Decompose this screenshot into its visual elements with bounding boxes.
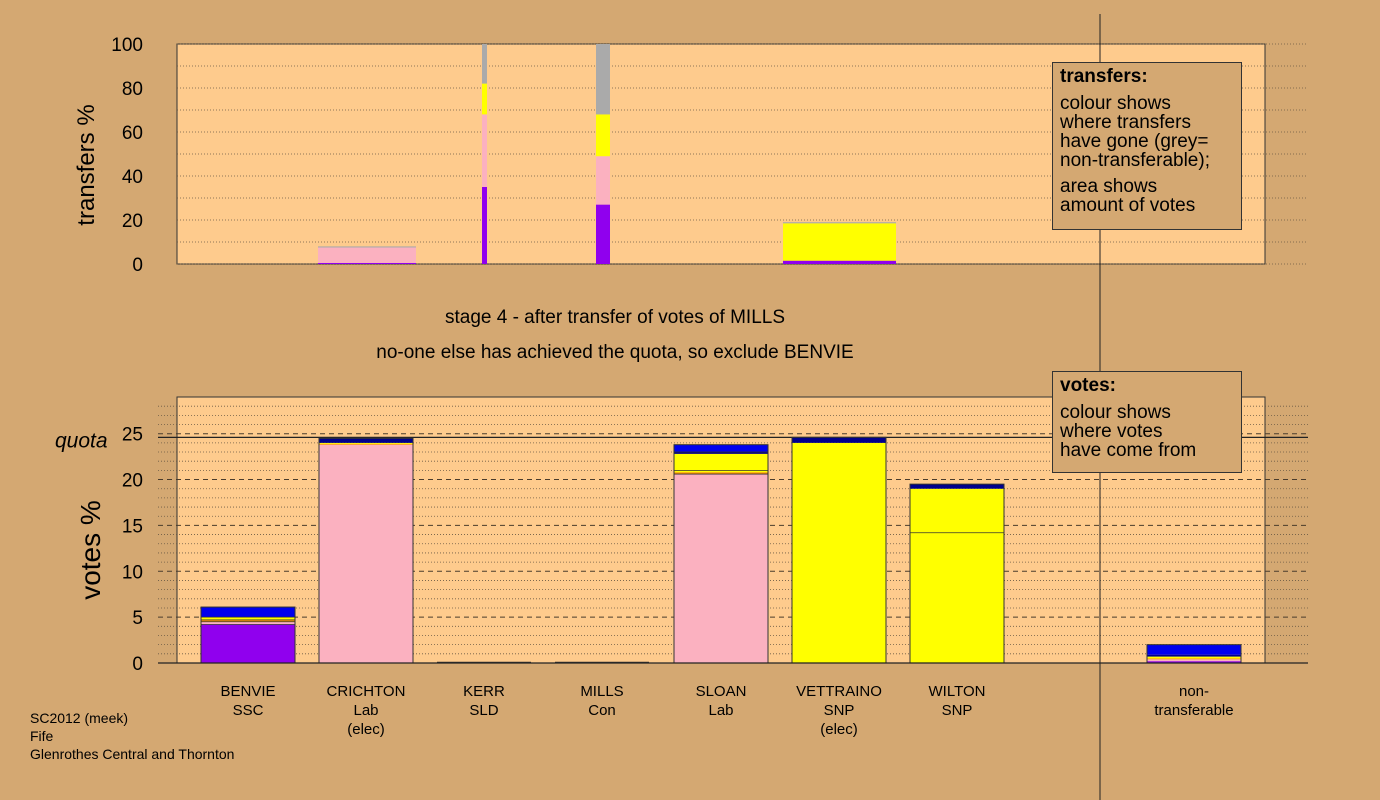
candidate-label: Con [588, 702, 616, 719]
candidate-label: CRICHTON [327, 683, 406, 700]
transfers-tick-label: 40 [122, 167, 143, 188]
candidate-label: transferable [1154, 702, 1233, 719]
transfer-segment-kerr [482, 44, 487, 84]
candidate-label: (elec) [820, 721, 858, 738]
vote-segment-yellow [674, 453, 768, 473]
vote-segment-orange [319, 443, 413, 445]
vote-segment-yellow [792, 442, 886, 663]
candidate-label: KERR [463, 683, 505, 700]
vote-segment-navy [319, 438, 413, 443]
vote-segment-yellow [910, 488, 1004, 663]
transfer-segment-vettraino [783, 260, 896, 264]
votes-tick-label: 0 [132, 654, 143, 675]
candidate-label: SNP [824, 702, 855, 719]
stage-caption: stage 4 - after transfer of votes of MIL… [444, 307, 786, 328]
vote-segment-purple [201, 624, 295, 663]
vote-segment-purple [1147, 661, 1241, 663]
candidate-label: non- [1179, 683, 1209, 700]
transfers-legend-line: non-transferable); [1060, 150, 1210, 171]
vote-segment-blue [1147, 644, 1241, 655]
transfer-segment-vettraino [783, 222, 896, 224]
transfer-segment-vettraino [783, 223, 896, 261]
transfers-tick-label: 60 [122, 123, 143, 144]
transfers-tick-label: 20 [122, 211, 143, 232]
vote-segment-navy [910, 484, 1004, 489]
transfer-segment-kerr [482, 187, 487, 264]
candidate-label: VETTRAINO [796, 683, 882, 700]
vote-segment-blue [201, 607, 295, 618]
transfers-legend-title: transfers: [1060, 66, 1148, 87]
candidate-label: Lab [353, 702, 378, 719]
vote-segment-navy [1147, 654, 1241, 657]
candidate-label: SLOAN [696, 683, 747, 700]
votes-tick-label: 25 [122, 425, 143, 446]
votes-legend-line: colour shows [1060, 402, 1171, 423]
candidate-label: SNP [942, 702, 973, 719]
transfers-axis-label: transfers % [73, 104, 100, 225]
vote-segment-navy [792, 437, 886, 443]
quota-label: quota [55, 429, 108, 452]
candidate-label: BENVIE [220, 683, 275, 700]
vote-segment-pink [1147, 659, 1241, 662]
candidate-label: SSC [233, 702, 264, 719]
exclusion-note: no-one else has achieved the quota, so e… [376, 342, 854, 363]
vote-segment-orange [674, 472, 768, 475]
votes-legend-title: votes: [1060, 375, 1116, 396]
transfer-segment-kerr [482, 114, 487, 187]
votes-tick-label: 15 [122, 516, 143, 537]
vote-segment-blue [674, 444, 768, 453]
votes-tick-label: 20 [122, 471, 143, 492]
candidate-label: SLD [469, 702, 498, 719]
transfer-segment-crichton [318, 262, 416, 264]
transfers-legend-line: where transfers [1060, 112, 1191, 133]
candidate-label: MILLS [580, 683, 623, 700]
transfers-legend-line: area shows [1060, 176, 1158, 197]
candidate-label: WILTON [929, 683, 986, 700]
transfers-tick-label: 0 [132, 255, 143, 276]
transfer-segment-crichton [318, 246, 416, 248]
footer-ward: Glenrothes Central and Thornton [30, 746, 235, 762]
transfers-tick-label: 100 [111, 35, 143, 56]
vote-segment-orange [201, 619, 295, 622]
transfers-legend-line: have gone (grey= [1060, 131, 1209, 152]
transfers-legend-line: amount of votes [1060, 195, 1196, 216]
transfers-legend-line: colour shows [1060, 93, 1171, 114]
votes-axis-label: votes % [75, 500, 106, 600]
transfer-segment-mills [596, 114, 610, 157]
transfers-tick-label: 80 [122, 79, 143, 100]
footer-council: Fife [30, 728, 54, 744]
votes-legend-line: where votes [1060, 421, 1163, 442]
votes-legend-line: have come from [1060, 440, 1197, 461]
footer: SC2012 (meek) Fife Glenrothes Central an… [30, 709, 234, 763]
vote-segment-yellow [201, 617, 295, 620]
vote-segment-yellow [319, 442, 413, 444]
votes-tick-label: 10 [122, 562, 143, 583]
votes-legend: votes: colour shows where votes have com… [1052, 371, 1242, 473]
vote-segment-navy [674, 452, 768, 454]
vote-segment-pink [319, 444, 413, 663]
candidate-label: (elec) [347, 721, 385, 738]
transfer-segment-kerr [482, 83, 487, 115]
transfer-segment-mills [596, 156, 610, 205]
vote-segment-pink [201, 621, 295, 625]
transfer-segment-mills [596, 204, 610, 264]
transfer-segment-crichton [318, 247, 416, 263]
candidate-label: Lab [708, 702, 733, 719]
vote-segment-pink [674, 474, 768, 663]
footer-election: SC2012 (meek) [30, 710, 129, 726]
vote-segment-yellow [1147, 656, 1241, 659]
transfers-legend: transfers: colour shows where transfers … [1052, 62, 1242, 230]
vote-segment-orange [1147, 658, 1241, 660]
votes-tick-label: 5 [132, 608, 143, 629]
transfer-segment-mills [596, 44, 610, 115]
